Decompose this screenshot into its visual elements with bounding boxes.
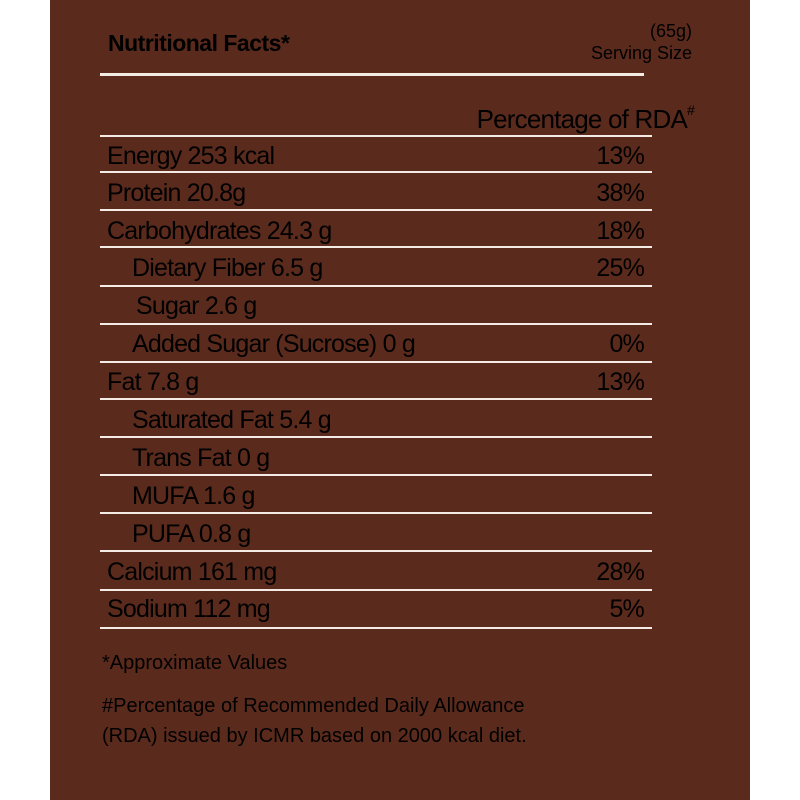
nutrient-row-energy: Energy 253 kcal 13% [100,142,645,178]
nutrient-label: MUFA 1.6 g [132,482,255,510]
nutrient-rda: 0% [609,330,644,358]
row-divider [100,474,652,476]
row-divider [100,135,652,137]
nutrient-label: Sodium 112 mg [107,595,271,623]
nutrient-row-saturated-fat: Saturated Fat 5.4 g [100,406,644,442]
nutrient-row-calcium: Calcium 161 mg 28% [100,558,645,594]
nutrition-title: Nutritional Facts* [108,30,290,56]
row-divider [100,323,652,325]
row-divider [100,209,652,211]
nutrient-label: Calcium 161 mg [107,558,277,586]
row-divider [100,398,652,400]
nutrient-row-mufa: MUFA 1.6 g [100,482,644,518]
row-divider [100,285,652,287]
row-divider [100,589,652,591]
row-divider [100,550,652,552]
nutrient-rda: 13% [596,368,644,396]
nutrient-label: Sugar 2.6 g [136,292,257,320]
nutrient-row-added-sugar: Added Sugar (Sucrose) 0 g 0% [100,330,645,366]
rda-header-text: Percentage of RDA [476,104,688,134]
nutrient-label: Carbohydrates 24.3 g [107,217,332,245]
row-divider [100,436,652,438]
nutrient-row-dietary-fiber: Dietary Fiber 6.5 g 25% [100,254,645,290]
nutrient-label: Saturated Fat 5.4 g [132,406,332,434]
row-divider [100,246,652,248]
nutrient-label: Dietary Fiber 6.5 g [132,254,323,282]
footnote-approximate: *Approximate Values [102,652,288,674]
nutrient-rda: 18% [596,217,644,245]
nutrient-rda: 13% [596,142,644,170]
nutrient-rda: 28% [596,558,644,586]
row-divider [100,627,652,629]
rda-column-header: Percentage of RDA# [476,102,695,135]
nutrient-label: PUFA 0.8 g [132,520,251,548]
nutrient-label: Energy 253 kcal [107,142,275,170]
rda-header-mark: # [687,102,695,118]
header-divider [100,73,644,76]
nutrition-panel [50,0,750,800]
serving-label: Serving Size [590,43,692,63]
nutrient-label: Protein 20.8g [107,179,246,207]
nutrient-row-protein: Protein 20.8g 38% [100,179,645,215]
serving-amount: (65g) [649,21,692,41]
nutrient-label: Fat 7.8 g [107,368,199,396]
nutrient-rda: 25% [596,254,644,282]
nutrient-row-carbohydrates: Carbohydrates 24.3 g 18% [100,217,645,253]
nutrient-label: Trans Fat 0 g [132,444,270,472]
nutrient-row-pufa: PUFA 0.8 g [100,520,644,556]
row-divider [100,171,652,173]
nutrient-row-trans-fat: Trans Fat 0 g [100,444,644,480]
row-divider [100,361,652,363]
nutrient-row-sugar: Sugar 2.6 g [100,292,644,328]
nutrient-label: Added Sugar (Sucrose) 0 g [132,330,416,358]
nutrient-rda: 38% [596,179,644,207]
footnote-rda: #Percentage of Recommended Daily Allowan… [102,695,527,747]
nutrient-row-fat: Fat 7.8 g 13% [100,368,645,404]
nutrient-row-sodium: Sodium 112 mg 5% [100,595,645,631]
serving-size: (65g) Serving Size [591,20,692,64]
row-divider [100,512,652,514]
nutrient-rda: 5% [609,595,644,623]
